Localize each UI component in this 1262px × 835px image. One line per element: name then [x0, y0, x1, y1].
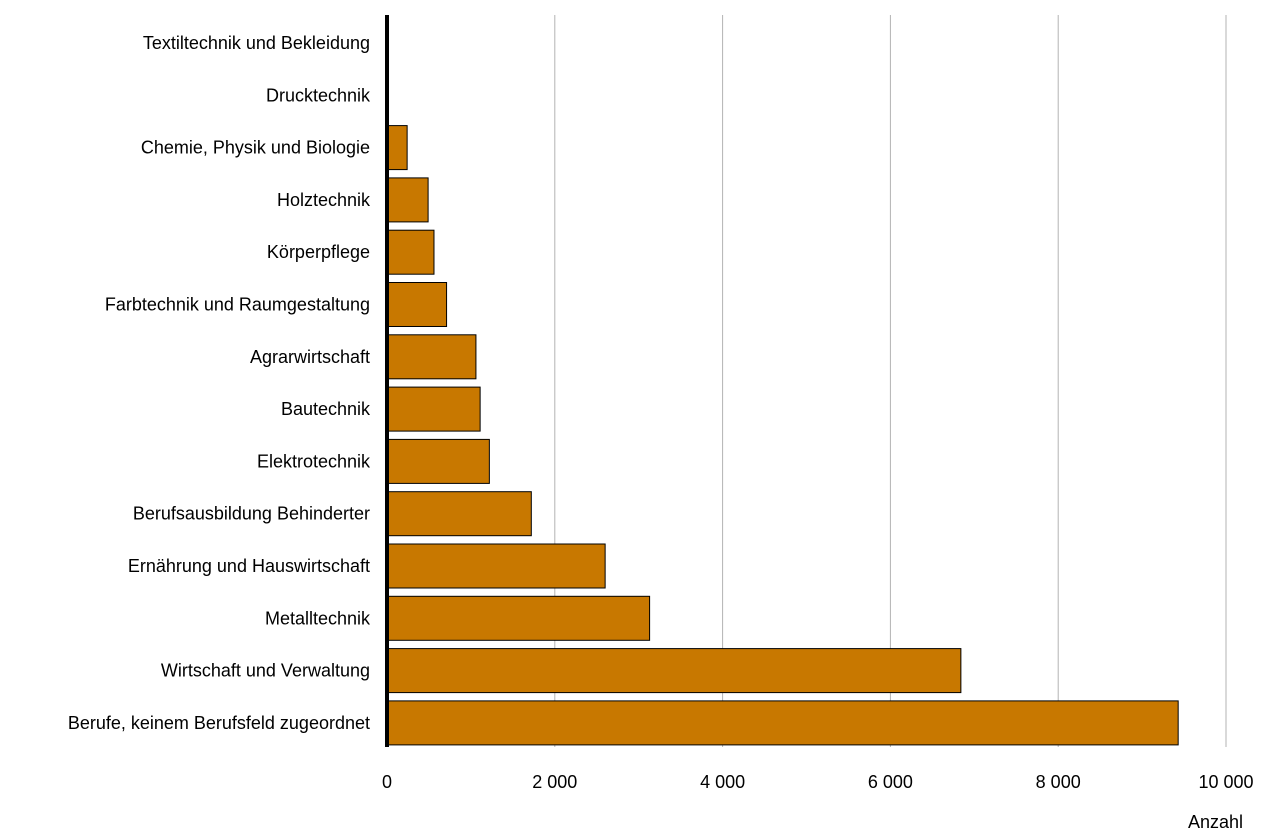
bar: [386, 386, 481, 432]
category-label: Ernährung und Hauswirtschaft: [128, 556, 370, 576]
x-tick-label: 0: [382, 772, 392, 792]
bar: [386, 700, 1179, 746]
category-label: Elektrotechnik: [257, 451, 371, 471]
category-label: Drucktechnik: [266, 85, 371, 105]
bar: [386, 648, 962, 694]
category-labels: Textiltechnik und Bekleidung Drucktechnik…: [68, 33, 371, 733]
gridlines: [554, 15, 1227, 747]
category-label: Berufe, keinem Berufsfeld zugeordnet: [68, 713, 370, 733]
category-label: Holztechnik: [277, 190, 371, 210]
bar: [386, 438, 490, 484]
x-tick-labels: 0 2 000 4 000 6 000 8 000 10 000: [382, 772, 1254, 792]
bar: [386, 543, 606, 589]
category-label: Wirtschaft und Verwaltung: [161, 661, 370, 681]
bar: [386, 334, 477, 380]
bar: [386, 229, 435, 275]
x-tick-label: 2 000: [532, 772, 577, 792]
x-tick-label: 6 000: [868, 772, 913, 792]
bar: [386, 125, 408, 171]
x-tick-label: 10 000: [1198, 772, 1253, 792]
bar: [386, 282, 448, 327]
category-label: Berufsausbildung Behinderter: [133, 504, 370, 524]
category-label: Chemie, Physik und Biologie: [141, 138, 370, 158]
x-tick-label: 8 000: [1036, 772, 1081, 792]
bar: [386, 491, 532, 537]
category-label: Farbtechnik und Raumgestaltung: [105, 295, 370, 315]
x-tick-label: 4 000: [700, 772, 745, 792]
category-label: Agrarwirtschaft: [250, 347, 370, 367]
bar: [386, 595, 651, 641]
category-label: Textiltechnik und Bekleidung: [143, 33, 370, 53]
x-axis-title: Anzahl: [1188, 812, 1243, 832]
category-label: Bautechnik: [281, 399, 371, 419]
category-label: Körperpflege: [267, 242, 370, 262]
bars: [386, 125, 1179, 746]
bar: [386, 177, 429, 223]
category-label: Metalltechnik: [265, 608, 371, 628]
